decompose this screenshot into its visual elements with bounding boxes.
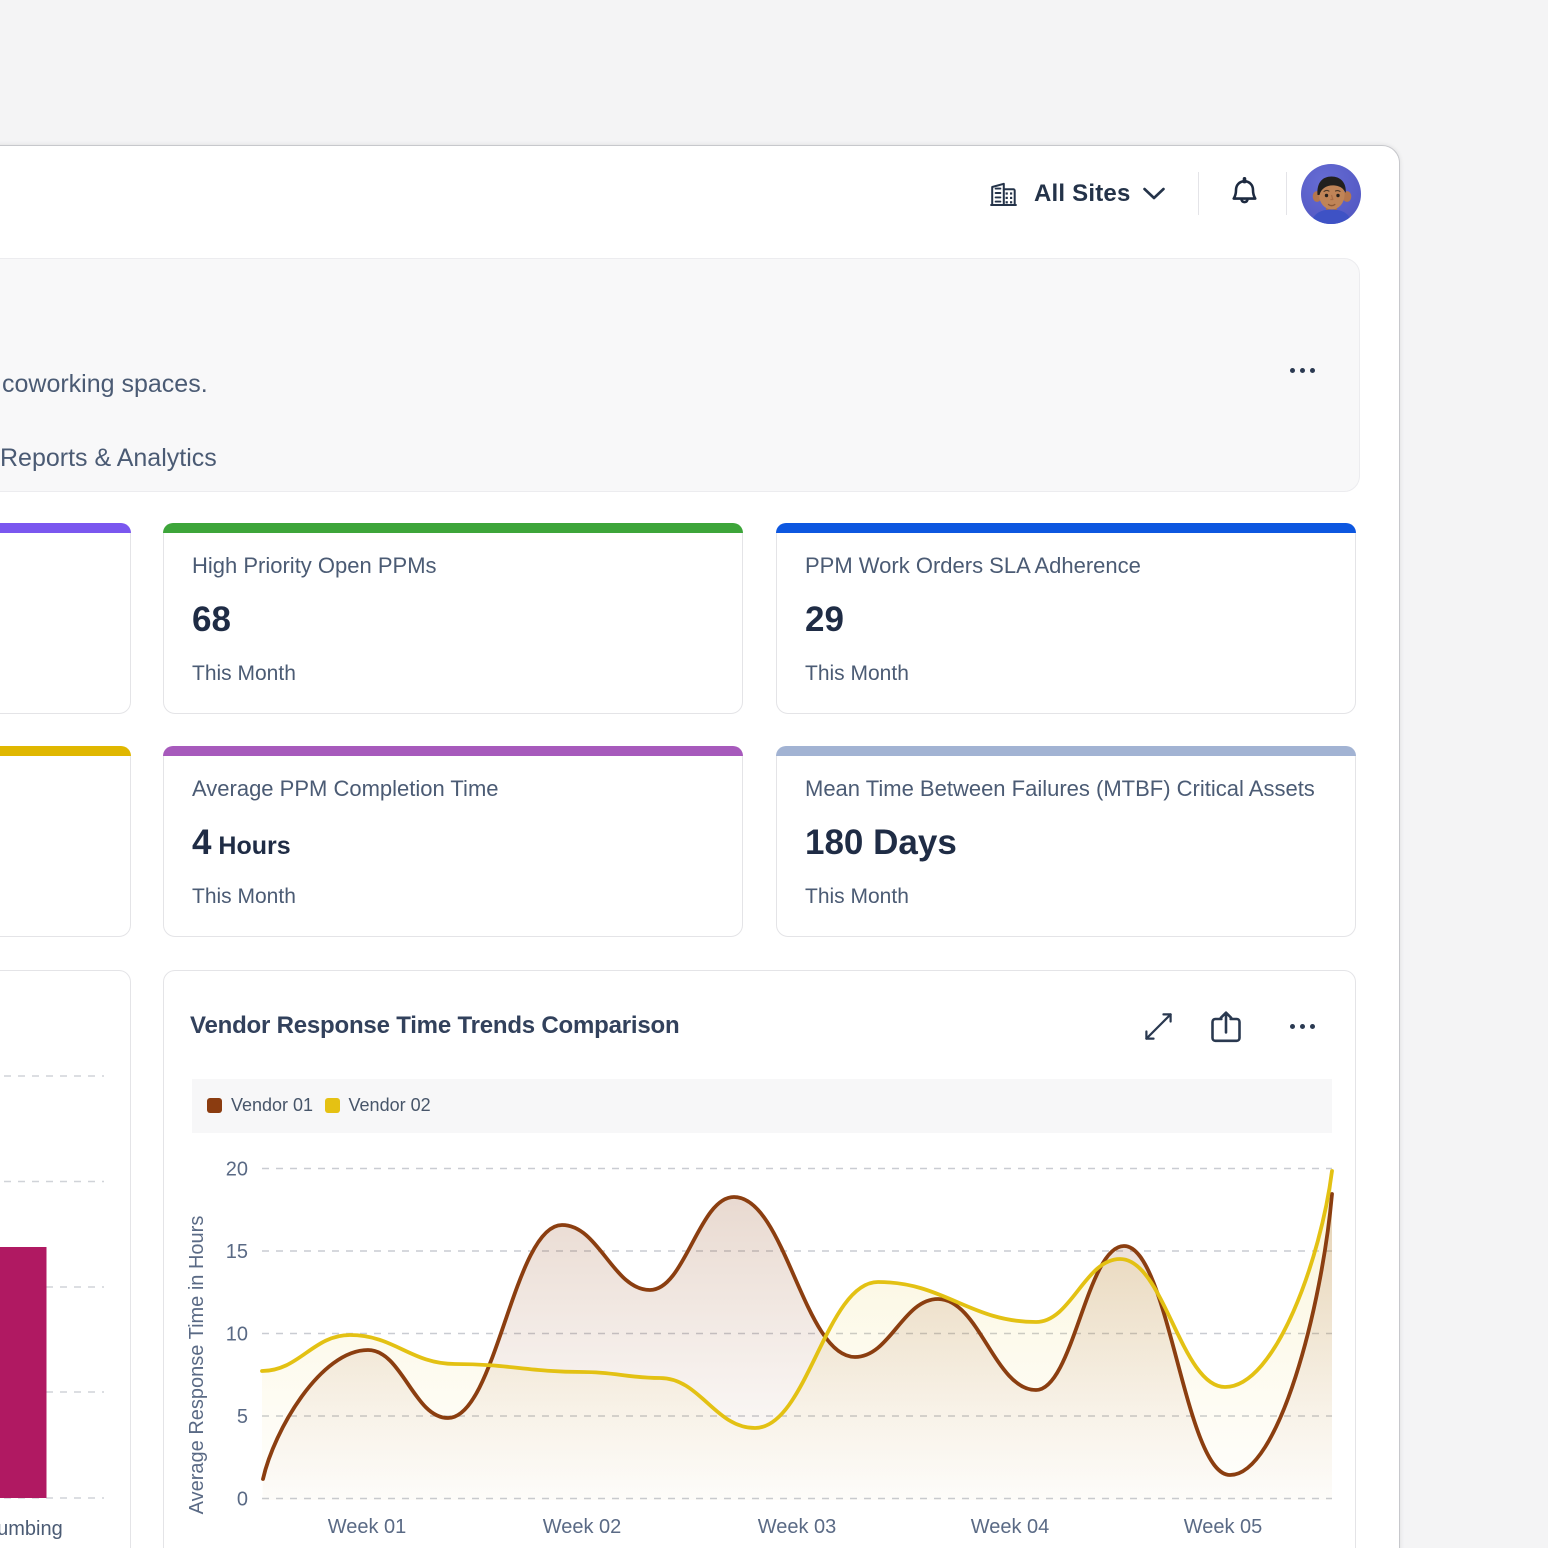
svg-text:Week 05: Week 05 bbox=[1184, 1516, 1263, 1538]
svg-text:Average Response Time in Hours: Average Response Time in Hours bbox=[186, 1216, 208, 1515]
svg-text:Week 01: Week 01 bbox=[328, 1516, 407, 1538]
svg-text:Week 02: Week 02 bbox=[543, 1516, 622, 1538]
svg-text:Plumbing: Plumbing bbox=[0, 1518, 63, 1540]
svg-text:20: 20 bbox=[226, 1159, 248, 1181]
svg-text:5: 5 bbox=[237, 1406, 248, 1428]
svg-text:Week 04: Week 04 bbox=[971, 1516, 1050, 1538]
svg-text:10: 10 bbox=[226, 1324, 248, 1346]
svg-text:15: 15 bbox=[226, 1241, 248, 1263]
svg-text:0: 0 bbox=[237, 1489, 248, 1511]
svg-text:Week 03: Week 03 bbox=[758, 1516, 837, 1538]
